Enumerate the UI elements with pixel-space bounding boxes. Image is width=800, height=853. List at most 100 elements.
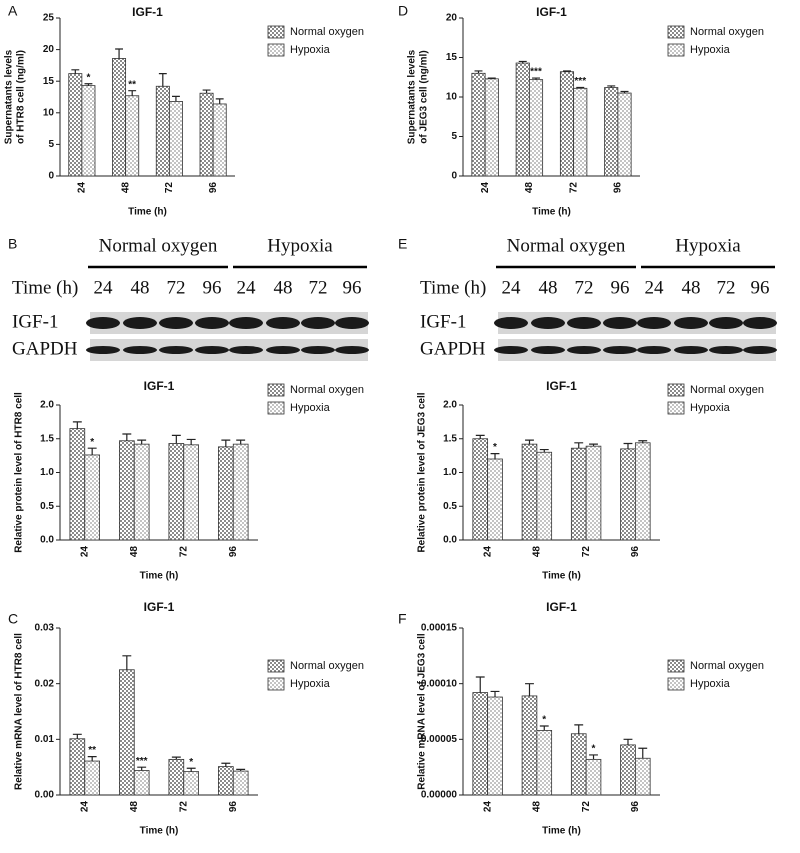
x-tick-label: 24	[482, 546, 493, 558]
y-tick-label: 1.0	[40, 467, 54, 478]
y-tick-label: 25	[43, 13, 55, 24]
lane-time: 48	[274, 277, 293, 298]
bar	[472, 438, 489, 541]
y-axis-label: Relative protein level of HTR8 cell	[14, 392, 25, 553]
legend-swatch	[667, 25, 685, 39]
lane-time: 24	[94, 277, 114, 298]
error-bar	[623, 738, 633, 745]
bar	[620, 448, 636, 541]
bar	[183, 771, 200, 796]
lane-time: 72	[717, 277, 736, 298]
blot-band	[531, 346, 565, 354]
y-tick-label: 1.5	[443, 433, 457, 444]
legend-label: Hypoxia	[290, 678, 331, 690]
blot-band	[123, 317, 157, 329]
blot-band	[709, 346, 743, 354]
group-label: Normal oxygen	[99, 235, 218, 256]
error-bar	[171, 756, 181, 760]
y-tick-label: 2.0	[443, 400, 457, 411]
panel-label: F	[398, 611, 407, 627]
bar	[168, 443, 185, 541]
error-bar	[172, 95, 180, 102]
legend-swatch	[267, 383, 285, 397]
significance-marker: *	[592, 744, 596, 755]
legend-swatch	[267, 677, 285, 691]
significance-marker: *	[86, 72, 90, 83]
y-tick-label: 5	[48, 139, 54, 150]
bar	[570, 733, 587, 796]
error-bar	[221, 762, 231, 767]
legend-swatch	[267, 659, 285, 673]
x-tick-label: 48	[524, 182, 535, 194]
x-tick-label: 24	[77, 182, 88, 194]
error-bar	[620, 90, 629, 94]
x-axis-label: Time (h)	[128, 207, 167, 218]
y-tick-label: 15	[43, 76, 55, 87]
blot-band	[123, 346, 157, 354]
bar	[168, 101, 183, 177]
blot-band	[266, 346, 300, 354]
bar	[604, 87, 619, 177]
error-bar	[72, 421, 82, 429]
blot-band	[637, 317, 671, 329]
legend-swatch	[667, 383, 685, 397]
band-label: GAPDH	[420, 338, 486, 359]
y-axis-label: Supernatants levels	[407, 49, 418, 144]
bar	[487, 696, 503, 796]
error-bar	[158, 73, 167, 87]
chart-title: IGF-1	[144, 600, 175, 614]
legend-label: Normal oxygen	[290, 660, 364, 672]
significance-marker: **	[88, 745, 96, 756]
x-tick-label: 72	[581, 546, 592, 558]
bar	[119, 669, 135, 796]
error-bar	[623, 442, 633, 449]
bar	[212, 103, 227, 177]
panel-label: A	[8, 3, 18, 19]
significance-marker: *	[90, 437, 94, 448]
significance-marker: ***	[574, 76, 586, 87]
y-tick-label: 1.5	[40, 433, 54, 444]
legend-label: Hypoxia	[290, 402, 331, 414]
error-bar	[186, 767, 196, 772]
y-axis-label: of JEG3 cell (ng/ml)	[419, 50, 430, 143]
y-axis-label: Relative mRNA level of JEG3 cell	[417, 633, 428, 790]
y-tick-label: 0.00015	[421, 623, 458, 634]
blot-band	[567, 346, 601, 354]
error-bar	[490, 453, 500, 459]
band-label: IGF-1	[420, 311, 466, 332]
bar	[521, 695, 538, 796]
lane-time: 48	[131, 277, 150, 298]
panel-label: E	[398, 236, 407, 252]
bar	[528, 79, 544, 177]
bar	[515, 62, 530, 177]
panel-label: D	[398, 3, 408, 19]
y-axis-label: Relative mRNA level of HTR8 cell	[14, 633, 25, 790]
bar	[634, 757, 651, 796]
error-bar	[128, 90, 137, 96]
blot-band	[743, 346, 777, 354]
y-tick-label: 0	[48, 171, 54, 182]
error-bar	[518, 60, 527, 64]
x-tick-label: 96	[613, 182, 624, 194]
x-axis-label: Time (h)	[140, 571, 179, 582]
bar	[573, 87, 588, 177]
x-tick-label: 72	[581, 801, 592, 813]
error-bar	[475, 434, 485, 439]
y-tick-label: 0.00010	[421, 678, 458, 689]
blot-band	[637, 346, 671, 354]
bar	[484, 78, 499, 177]
blot-band	[159, 317, 193, 329]
significance-marker: ***	[530, 67, 542, 78]
y-tick-label: 0.0	[40, 535, 54, 546]
x-tick-label: 24	[480, 182, 491, 194]
lane-time: 72	[575, 277, 594, 298]
error-bar	[202, 89, 211, 94]
legend-swatch	[267, 401, 285, 415]
error-bar	[137, 766, 147, 771]
bar	[585, 758, 602, 796]
bar	[634, 442, 651, 541]
time-row-label: Time (h)	[420, 277, 486, 298]
y-axis-label: of HTR8 cell (ng/ml)	[16, 50, 27, 144]
x-tick-label: 48	[532, 546, 543, 558]
lane-time: 96	[203, 277, 222, 298]
